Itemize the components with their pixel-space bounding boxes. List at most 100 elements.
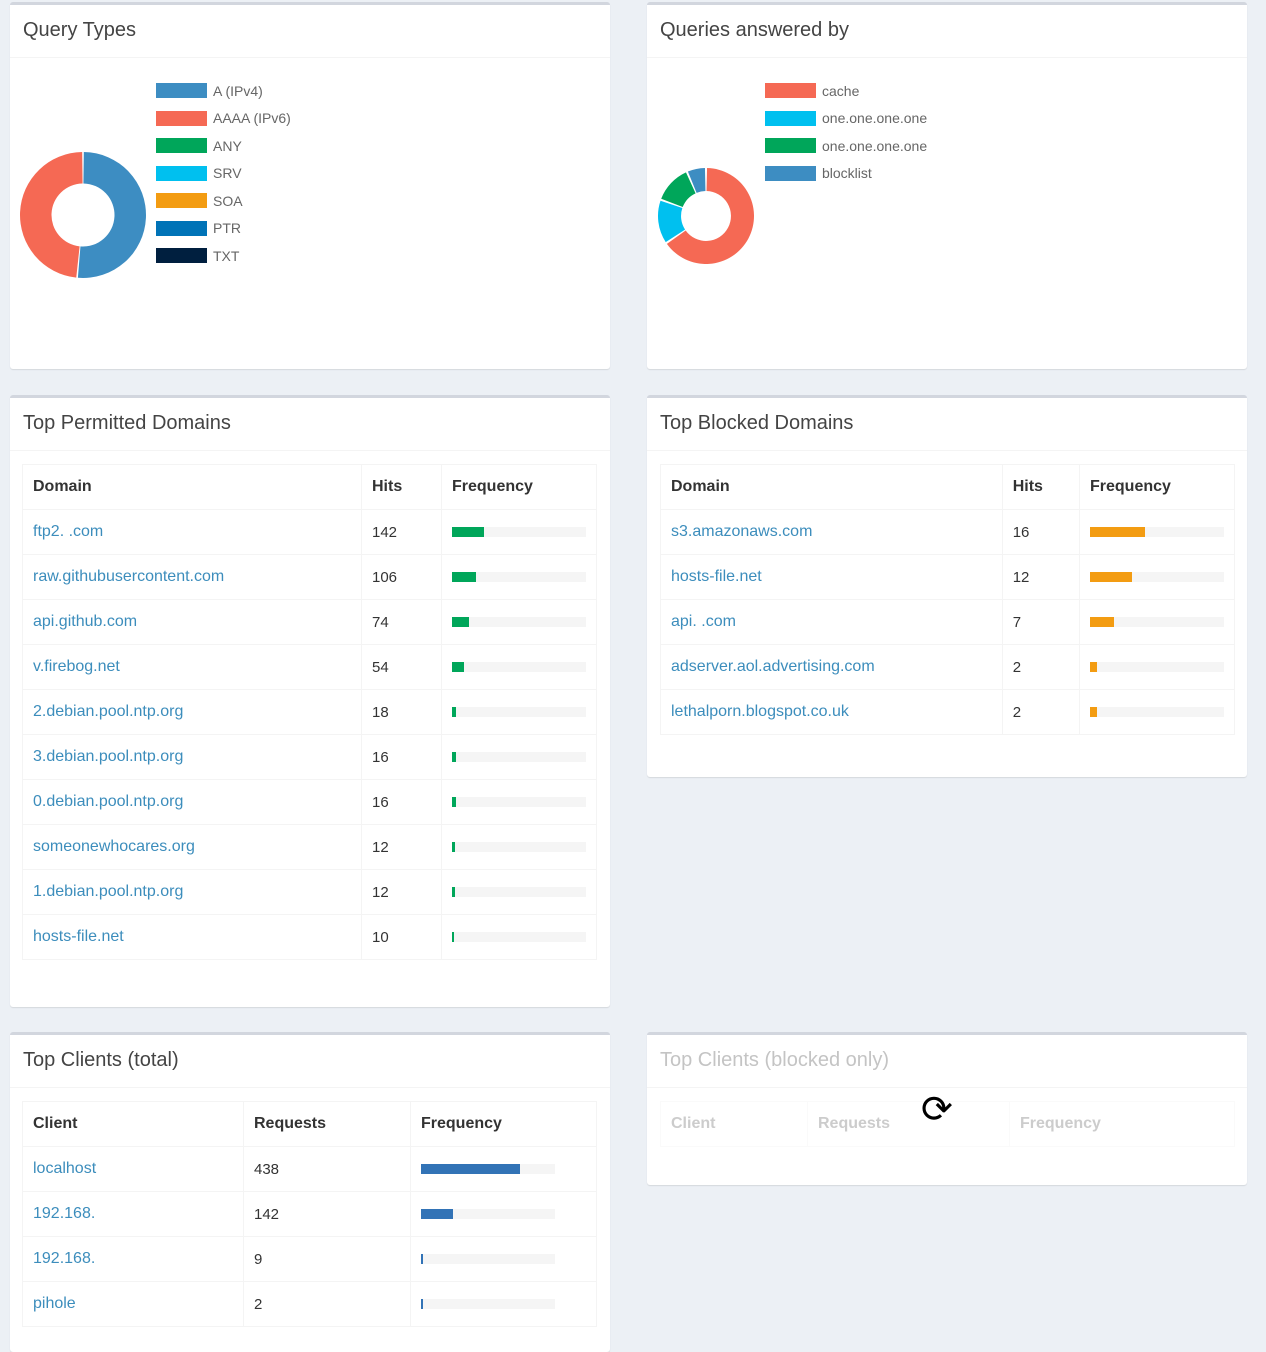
donut-slice[interactable] [687, 168, 706, 193]
domain-link[interactable]: api.github.com [33, 613, 138, 630]
legend-swatch [156, 83, 207, 99]
legend-label: one.one.one.one [822, 137, 928, 154]
name-cell: api. .com [660, 599, 1003, 645]
client-link[interactable]: pihole [33, 1295, 76, 1312]
hits-cell: 106 [361, 554, 442, 600]
frequency-bar [452, 797, 586, 807]
domain-link[interactable]: 0.debian.pool.ntp.org [33, 793, 184, 810]
legend-label: ANY [213, 137, 242, 154]
frequency-bar-fill [1090, 707, 1097, 717]
domain-link[interactable]: api. .com [671, 613, 736, 630]
donut-slice[interactable] [658, 200, 686, 243]
table-row: hosts-file.net 12 [660, 554, 1235, 600]
table-row: 0.debian.pool.ntp.org 16 [22, 779, 597, 825]
donut-slice[interactable] [19, 152, 83, 278]
frequency-bar-fill [1090, 662, 1097, 672]
frequency-cell [441, 824, 597, 870]
name-cell: adserver.aol.advertising.com [660, 644, 1003, 690]
frequency-cell [410, 1191, 597, 1237]
frequency-header[interactable]: Frequency [1009, 1101, 1235, 1147]
domain-link[interactable]: lethalporn.blogspot.co.uk [671, 703, 849, 720]
frequency-bar [452, 617, 586, 627]
domain-link[interactable]: raw.githubusercontent.com [33, 568, 225, 585]
legend-item[interactable]: one.one.one.one [765, 105, 927, 133]
domain-link[interactable]: hosts-file.net [33, 928, 124, 945]
frequency-cell [1079, 644, 1235, 690]
clients-blocked-panel: Top Clients (blocked only) Client Reques… [647, 1032, 1247, 1185]
frequency-cell [441, 734, 597, 780]
domain-link[interactable]: v.firebog.net [33, 658, 120, 675]
donut-slice[interactable] [661, 172, 696, 208]
frequency-header[interactable]: Frequency [441, 464, 597, 510]
frequency-bar-fill [421, 1164, 521, 1174]
legend-item[interactable]: one.one.one.one [765, 132, 927, 160]
legend-label: one.one.one.one [822, 110, 928, 127]
frequency-bar-fill [452, 797, 456, 807]
client-link[interactable]: 192.168. [33, 1250, 96, 1267]
permitted-domains-title: Top Permitted Domains [10, 398, 610, 451]
legend-item[interactable]: ANY [156, 132, 291, 160]
domain-header[interactable]: Domain [660, 464, 1003, 510]
legend-item[interactable]: A (IPv4) [156, 77, 291, 105]
frequency-header[interactable]: Frequency [410, 1101, 597, 1147]
name-cell: 3.debian.pool.ntp.org [22, 734, 362, 780]
legend-item[interactable]: SRV [156, 160, 291, 188]
requests-header[interactable]: Requests [243, 1101, 411, 1147]
client-header[interactable]: Client [660, 1101, 808, 1147]
query-types-chart[interactable] [18, 150, 148, 280]
frequency-bar-fill [452, 662, 465, 672]
name-cell: ftp2. .com [22, 509, 362, 555]
legend-item[interactable]: cache [765, 77, 927, 105]
domain-header[interactable]: Domain [22, 464, 362, 510]
domain-link[interactable]: someonewhocares.org [33, 838, 195, 855]
donut-slice[interactable] [77, 152, 146, 278]
answered-by-chart[interactable] [656, 166, 756, 266]
frequency-bar [452, 932, 586, 942]
name-cell: 1.debian.pool.ntp.org [22, 869, 362, 915]
table-row: 192.168. 142 [22, 1191, 597, 1237]
domain-link[interactable]: adserver.aol.advertising.com [671, 658, 875, 675]
frequency-header[interactable]: Frequency [1079, 464, 1235, 510]
legend-item[interactable]: SOA [156, 187, 291, 215]
hits-header[interactable]: Hits [361, 464, 442, 510]
refresh-icon: ⟳ [921, 1089, 953, 1131]
legend-swatch [765, 165, 816, 181]
domain-link[interactable]: 2.debian.pool.ntp.org [33, 703, 184, 720]
frequency-cell [441, 689, 597, 735]
legend-item[interactable]: PTR [156, 215, 291, 243]
clients-blocked-table: Client Requests Frequency [660, 1101, 1235, 1147]
client-link[interactable]: 192.168. [33, 1205, 96, 1222]
domain-link[interactable]: 3.debian.pool.ntp.org [33, 748, 184, 765]
client-header[interactable]: Client [22, 1101, 244, 1147]
frequency-bar [1090, 572, 1224, 582]
frequency-bar [421, 1254, 555, 1264]
requests-header[interactable]: Requests [807, 1101, 1010, 1147]
donut-slice[interactable] [666, 168, 754, 264]
table-row: someonewhocares.org 12 [22, 824, 597, 870]
domain-link[interactable]: ftp2. .com [33, 523, 104, 540]
name-cell: hosts-file.net [22, 914, 362, 960]
hits-cell: 16 [361, 734, 442, 780]
legend-item[interactable]: TXT [156, 242, 291, 270]
answered-by-title: Queries answered by [647, 5, 1247, 58]
requests-cell: 9 [243, 1236, 411, 1282]
legend-label: AAAA (IPv6) [213, 110, 291, 127]
domain-link[interactable]: hosts-file.net [671, 568, 762, 585]
blocked-domains-title: Top Blocked Domains [647, 398, 1247, 451]
frequency-bar-fill [1090, 572, 1132, 582]
hits-header[interactable]: Hits [1001, 464, 1081, 510]
client-link[interactable]: localhost [33, 1160, 97, 1177]
frequency-cell [441, 599, 597, 645]
frequency-cell [441, 779, 597, 825]
legend-item[interactable]: blocklist [765, 160, 927, 188]
hits-cell: 12 [361, 824, 442, 870]
domain-link[interactable]: 1.debian.pool.ntp.org [33, 883, 184, 900]
name-cell: 192.168. [22, 1236, 244, 1282]
legend-item[interactable]: AAAA (IPv6) [156, 105, 291, 133]
hits-cell: 16 [1001, 509, 1081, 555]
legend-swatch [156, 220, 207, 236]
name-cell: v.firebog.net [22, 644, 362, 690]
domain-link[interactable]: s3.amazonaws.com [671, 523, 813, 540]
hits-cell: 18 [361, 689, 442, 735]
name-cell: hosts-file.net [660, 554, 1003, 600]
